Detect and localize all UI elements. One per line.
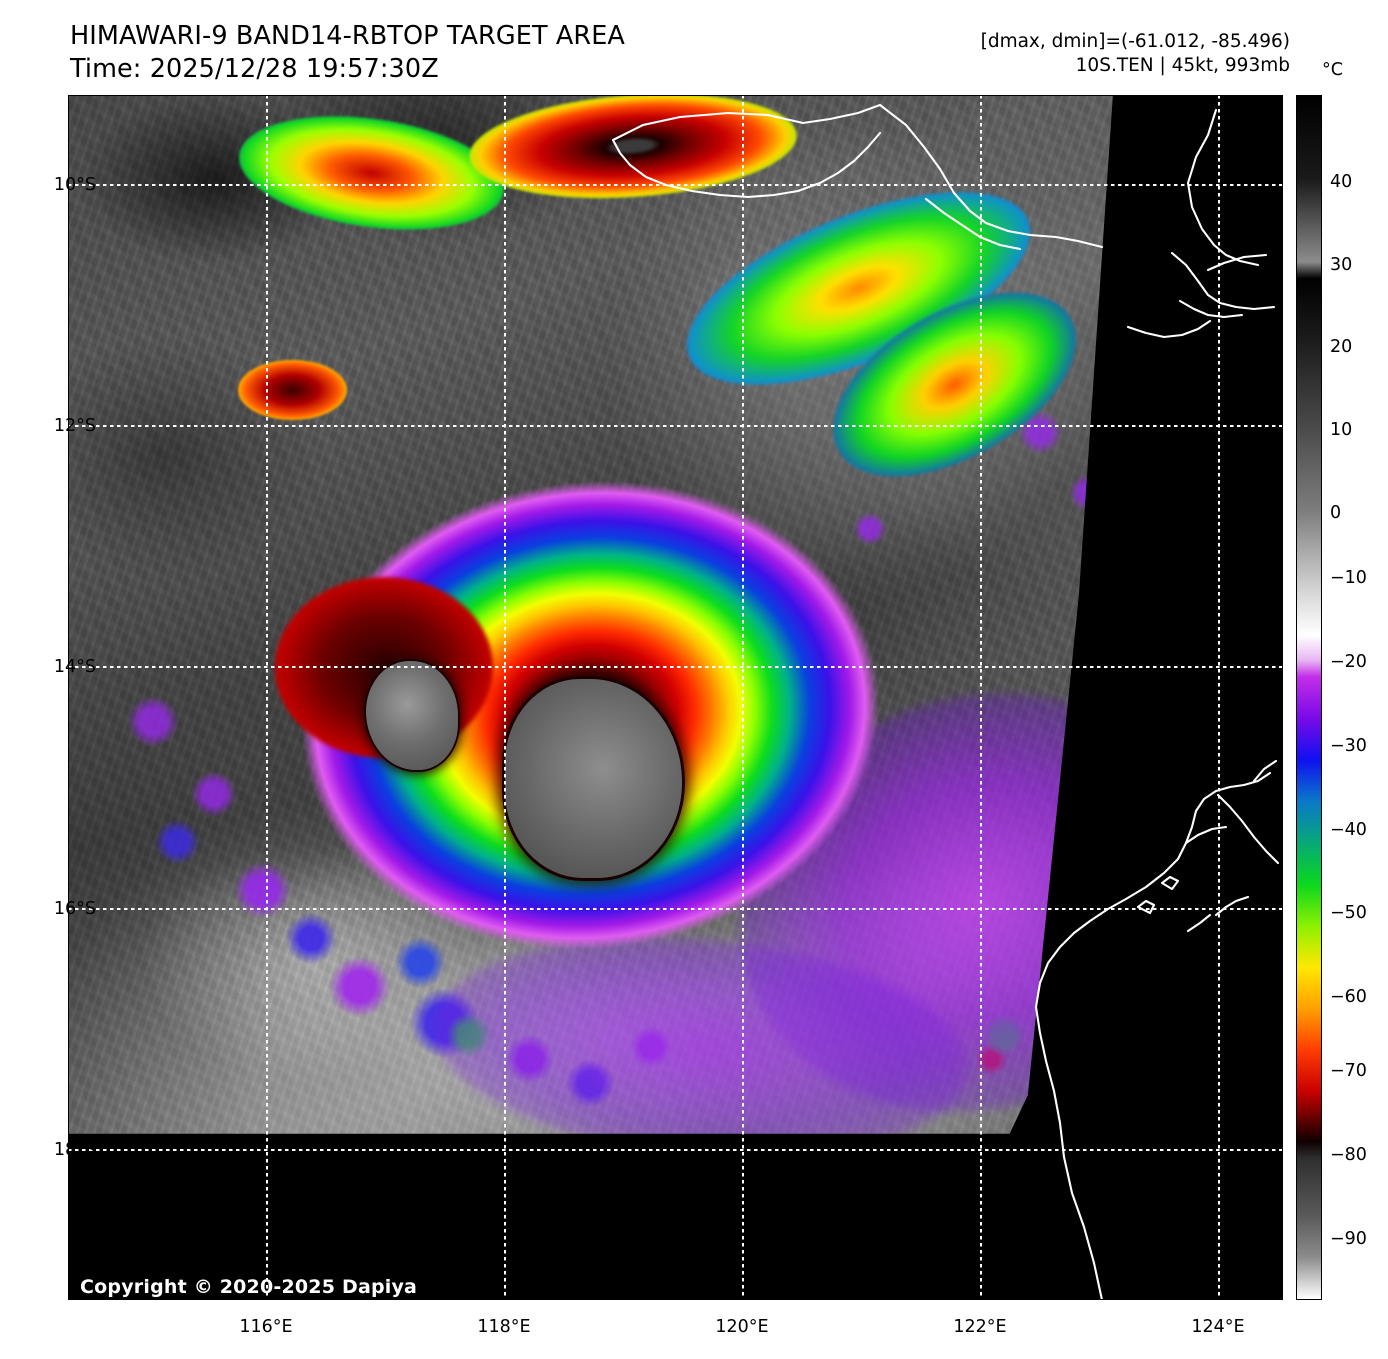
header-title-block: HIMAWARI-9 BAND14-RBTOP TARGET AREA Time… <box>70 20 625 86</box>
x-tick-label-2: 120°E <box>715 1317 769 1337</box>
satellite-swath <box>68 95 1113 1134</box>
colorbar-tick-2: 20 <box>1330 337 1353 357</box>
page-title: HIMAWARI-9 BAND14-RBTOP TARGET AREA <box>70 21 625 51</box>
y-tick-label-4: 18°S <box>53 1140 96 1160</box>
x-tick-label-3: 122°E <box>953 1317 1007 1337</box>
storm-info-label: 10S.TEN | 45kt, 993mb <box>1075 55 1290 77</box>
colorbar-tick-5: −10 <box>1330 568 1367 588</box>
colorbar-tick-11: −70 <box>1330 1061 1367 1081</box>
colorbar-tick-9: −50 <box>1330 903 1367 923</box>
dmax-dmin-label: [dmax, dmin]=(-61.012, -85.496) <box>980 31 1290 52</box>
cold-overshoot-top-center <box>505 679 682 879</box>
colorbar-tick-1: 30 <box>1330 255 1353 275</box>
copyright-notice: Copyright © 2020-2025 Dapiya <box>80 1276 418 1298</box>
y-tick-label-0: 10°S <box>53 175 96 195</box>
colorbar-tick-3: 10 <box>1330 420 1353 440</box>
colorbar-tick-4: 0 <box>1330 503 1342 523</box>
satellite-image-plot[interactable] <box>68 95 1283 1300</box>
timestamp-line: Time: 2025/12/28 19:57:30Z <box>70 54 439 85</box>
colorbar-gradient <box>1297 96 1321 1299</box>
west-convective-cell <box>238 360 348 421</box>
y-tick-label-1: 12°S <box>53 416 96 436</box>
colorbar-tick-12: −80 <box>1330 1145 1367 1165</box>
x-tick-label-1: 118°E <box>477 1317 531 1337</box>
colorbar-tick-6: −20 <box>1330 652 1367 672</box>
y-tick-label-2: 14°S <box>53 657 96 677</box>
x-tick-label-4: 124°E <box>1191 1317 1245 1337</box>
colorbar-tick-10: −60 <box>1330 987 1367 1007</box>
colorbar-tick-8: −40 <box>1330 820 1367 840</box>
y-tick-label-3: 16°S <box>53 899 96 919</box>
colorbar-tick-7: −30 <box>1330 736 1367 756</box>
coastline-overlay <box>611 103 1280 1300</box>
colorbar-tick-0: 40 <box>1330 172 1353 192</box>
colorbar[interactable] <box>1296 95 1322 1300</box>
cold-overshoot-top-west <box>365 661 458 770</box>
colorbar-tick-13: −90 <box>1330 1229 1367 1249</box>
x-tick-label-0: 116°E <box>239 1317 293 1337</box>
header-meta-block: [dmax, dmin]=(-61.012, -85.496) 10S.TEN … <box>981 30 1290 79</box>
colorbar-unit-label: °C <box>1322 60 1343 80</box>
